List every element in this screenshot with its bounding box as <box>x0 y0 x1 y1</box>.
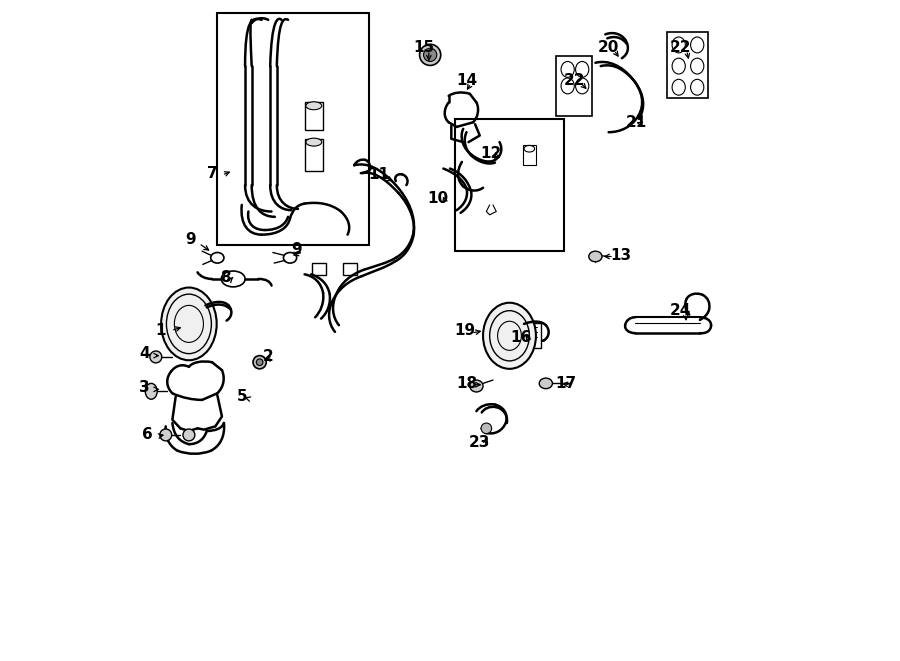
Bar <box>304 102 323 130</box>
Bar <box>556 56 592 116</box>
Ellipse shape <box>306 138 322 146</box>
Text: 20: 20 <box>598 40 619 55</box>
Text: 5: 5 <box>237 389 248 404</box>
Ellipse shape <box>145 383 158 399</box>
Text: 4: 4 <box>140 346 150 361</box>
Text: 11: 11 <box>368 167 389 182</box>
Ellipse shape <box>253 356 266 369</box>
Text: 22: 22 <box>563 73 585 88</box>
Ellipse shape <box>470 380 483 392</box>
Ellipse shape <box>150 351 162 363</box>
Bar <box>667 32 707 98</box>
Ellipse shape <box>539 378 553 389</box>
Ellipse shape <box>306 102 322 110</box>
Text: 2: 2 <box>263 350 274 364</box>
Text: 12: 12 <box>481 146 501 161</box>
Ellipse shape <box>161 288 217 360</box>
Text: 6: 6 <box>142 428 153 442</box>
Text: 9: 9 <box>292 242 302 256</box>
Ellipse shape <box>256 359 263 366</box>
Ellipse shape <box>482 423 491 434</box>
Bar <box>304 139 323 171</box>
Ellipse shape <box>183 429 195 441</box>
Text: 10: 10 <box>428 191 449 206</box>
Text: 19: 19 <box>454 323 475 338</box>
Text: 23: 23 <box>469 436 491 450</box>
Text: 1: 1 <box>155 323 166 338</box>
Text: 7: 7 <box>207 166 218 180</box>
Bar <box>524 323 541 348</box>
Text: 24: 24 <box>670 303 690 318</box>
Bar <box>312 263 327 275</box>
Ellipse shape <box>589 251 602 262</box>
Text: 18: 18 <box>456 376 477 391</box>
Bar <box>523 145 536 165</box>
Text: 9: 9 <box>185 233 196 247</box>
Ellipse shape <box>419 44 441 65</box>
Text: 21: 21 <box>626 115 647 130</box>
Ellipse shape <box>160 429 172 441</box>
Ellipse shape <box>424 48 436 61</box>
Text: 17: 17 <box>555 376 576 391</box>
Text: 8: 8 <box>220 270 230 285</box>
Bar <box>343 263 357 275</box>
Ellipse shape <box>483 303 536 369</box>
Bar <box>455 119 564 251</box>
Text: 15: 15 <box>413 40 434 55</box>
Bar <box>217 13 369 245</box>
Text: 16: 16 <box>511 330 532 344</box>
Text: 22: 22 <box>670 40 691 55</box>
Text: 14: 14 <box>456 73 477 88</box>
Text: 3: 3 <box>140 380 150 395</box>
Text: 13: 13 <box>610 248 631 262</box>
